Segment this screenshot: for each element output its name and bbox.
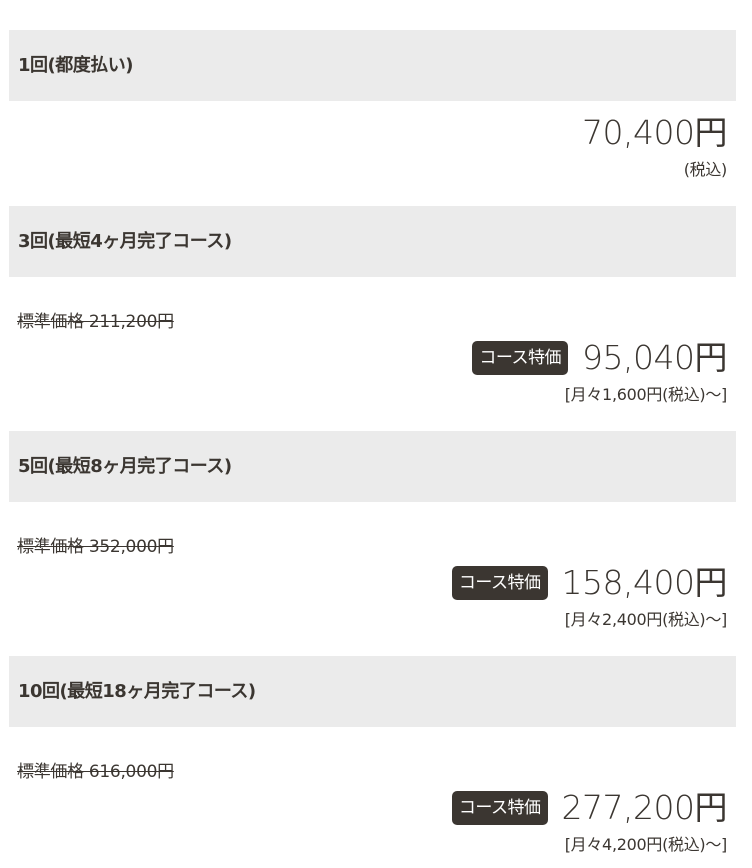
plan-header-1: 1回(都度払い) (9, 30, 736, 101)
course-special-badge: コース特価 (451, 566, 548, 600)
course-special-badge: コース特価 (472, 341, 569, 375)
monthly-price: [月々2,400円(税込)～] (564, 610, 728, 629)
monthly-price: [月々1,600円(税込)～] (564, 385, 728, 404)
course-special-badge: コース特価 (451, 791, 548, 825)
standard-price: 標準価格 616,000円 (17, 762, 174, 782)
plan-price: 158,400円 (561, 563, 728, 602)
plan-price: 70,400円 (582, 113, 727, 152)
plan-header-10: 10回(最短18ヶ月完了コース) (9, 656, 736, 727)
tax-note: (税込) (683, 160, 728, 179)
plan-header-3: 3回(最短4ヶ月完了コース) (9, 206, 736, 277)
monthly-price: [月々4,200円(税込)～] (564, 835, 728, 854)
standard-price: 標準価格 352,000円 (17, 537, 174, 557)
plan-header-5: 5回(最短8ヶ月完了コース) (9, 431, 736, 502)
plan-price: 95,040円 (582, 338, 727, 377)
plan-price: 277,200円 (561, 788, 728, 827)
standard-price: 標準価格 211,200円 (17, 312, 174, 332)
